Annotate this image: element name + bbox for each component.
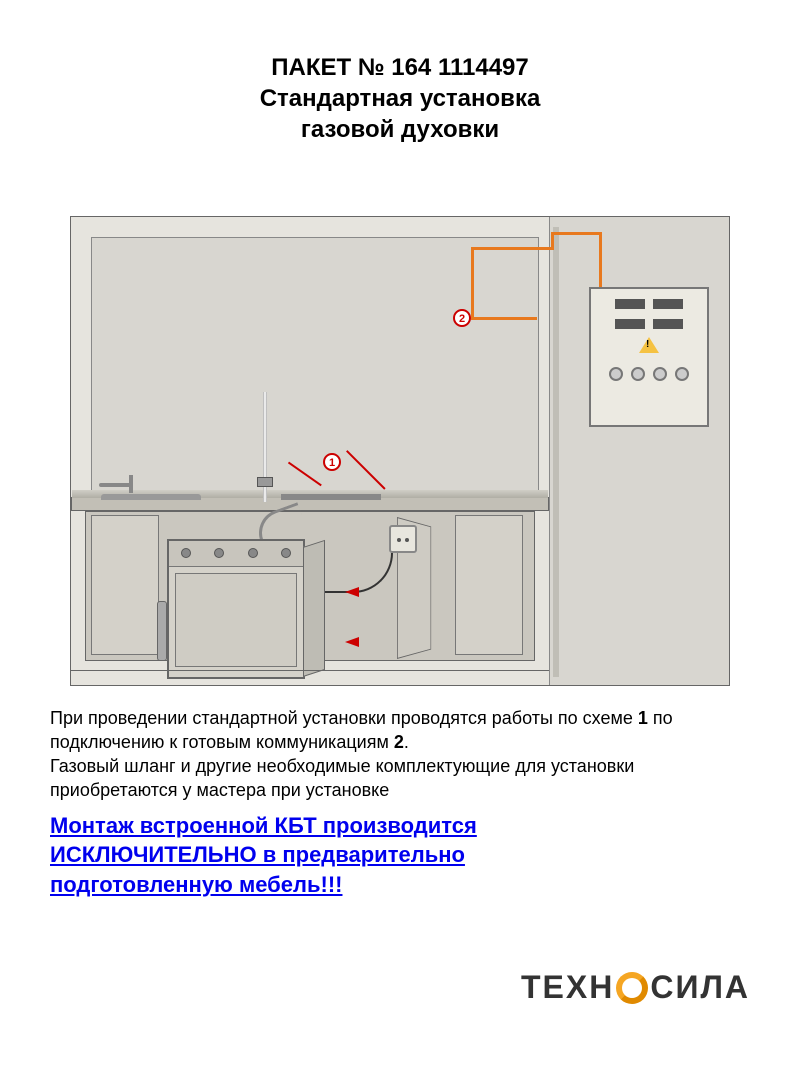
knob-icon — [181, 548, 191, 558]
knob-icon — [281, 548, 291, 558]
title-line-2: Стандартная установка — [0, 83, 800, 114]
cabinet-door — [91, 515, 159, 655]
callout-1: 1 — [323, 453, 341, 471]
gas-pipe-vertical-1 — [471, 247, 474, 317]
fuse-icon — [675, 367, 689, 381]
gas-oven — [167, 539, 305, 679]
floor-line — [71, 670, 549, 671]
cabinet-door — [455, 515, 523, 655]
warning-notice[interactable]: Монтаж встроенной КБТ производится ИСКЛЮ… — [0, 803, 800, 900]
warning-line-1: Монтаж встроенной КБТ производится — [50, 811, 750, 841]
fuse-icon — [653, 367, 667, 381]
text: При проведении стандартной установки про… — [50, 708, 638, 728]
description-p1: При проведении стандартной установки про… — [50, 706, 750, 755]
oven-control-panel — [169, 541, 303, 567]
gas-pipe-top-h — [551, 232, 601, 235]
gas-pipe-horizontal-2 — [471, 317, 537, 320]
callout-2: 2 — [453, 309, 471, 327]
installation-diagram: 2 1 — [70, 216, 730, 686]
breaker-icon — [653, 299, 683, 309]
description-p2: Газовый шланг и другие необходимые компл… — [50, 754, 750, 803]
logo-text-1: ТЕХН — [521, 969, 614, 1006]
description-text: При проведении стандартной установки про… — [0, 686, 800, 803]
oven-side — [303, 539, 325, 676]
cooktop-cutout — [281, 494, 381, 500]
text: . — [404, 732, 409, 752]
title-line-3: газовой духовки — [0, 114, 800, 145]
breaker-icon — [615, 299, 645, 309]
logo-text-2: СИЛА — [650, 969, 750, 1006]
electrical-panel — [589, 287, 709, 427]
sink — [101, 494, 201, 500]
power-socket-icon — [389, 525, 417, 553]
gas-pipe-horizontal — [471, 247, 551, 250]
knob-icon — [214, 548, 224, 558]
breaker-icon — [653, 319, 683, 329]
brand-logo: ТЕХН СИЛА — [521, 969, 750, 1006]
install-arrow-icon — [345, 637, 359, 647]
ref-2: 2 — [394, 732, 404, 752]
fuse-icon — [609, 367, 623, 381]
oven-handle — [157, 601, 167, 661]
install-arrow-icon — [345, 587, 359, 597]
title-line-1: ПАКЕТ № 164 1114497 — [0, 52, 800, 83]
wall-corner — [553, 227, 559, 677]
breaker-icon — [615, 319, 645, 329]
ref-1: 1 — [638, 708, 648, 728]
oven-door — [175, 573, 297, 667]
warning-triangle-icon — [639, 337, 659, 353]
knob-icon — [248, 548, 258, 558]
gas-pipe-to-panel — [599, 232, 602, 292]
fuse-icon — [631, 367, 645, 381]
logo-ring-icon — [616, 972, 648, 1004]
warning-line-2: ИСКЛЮЧИТЕЛЬНО в предварительно — [50, 840, 750, 870]
document-title: ПАКЕТ № 164 1114497 Стандартная установк… — [0, 0, 800, 146]
warning-line-3: подготовленную мебель!!! — [50, 870, 750, 900]
gas-valve — [257, 477, 273, 487]
